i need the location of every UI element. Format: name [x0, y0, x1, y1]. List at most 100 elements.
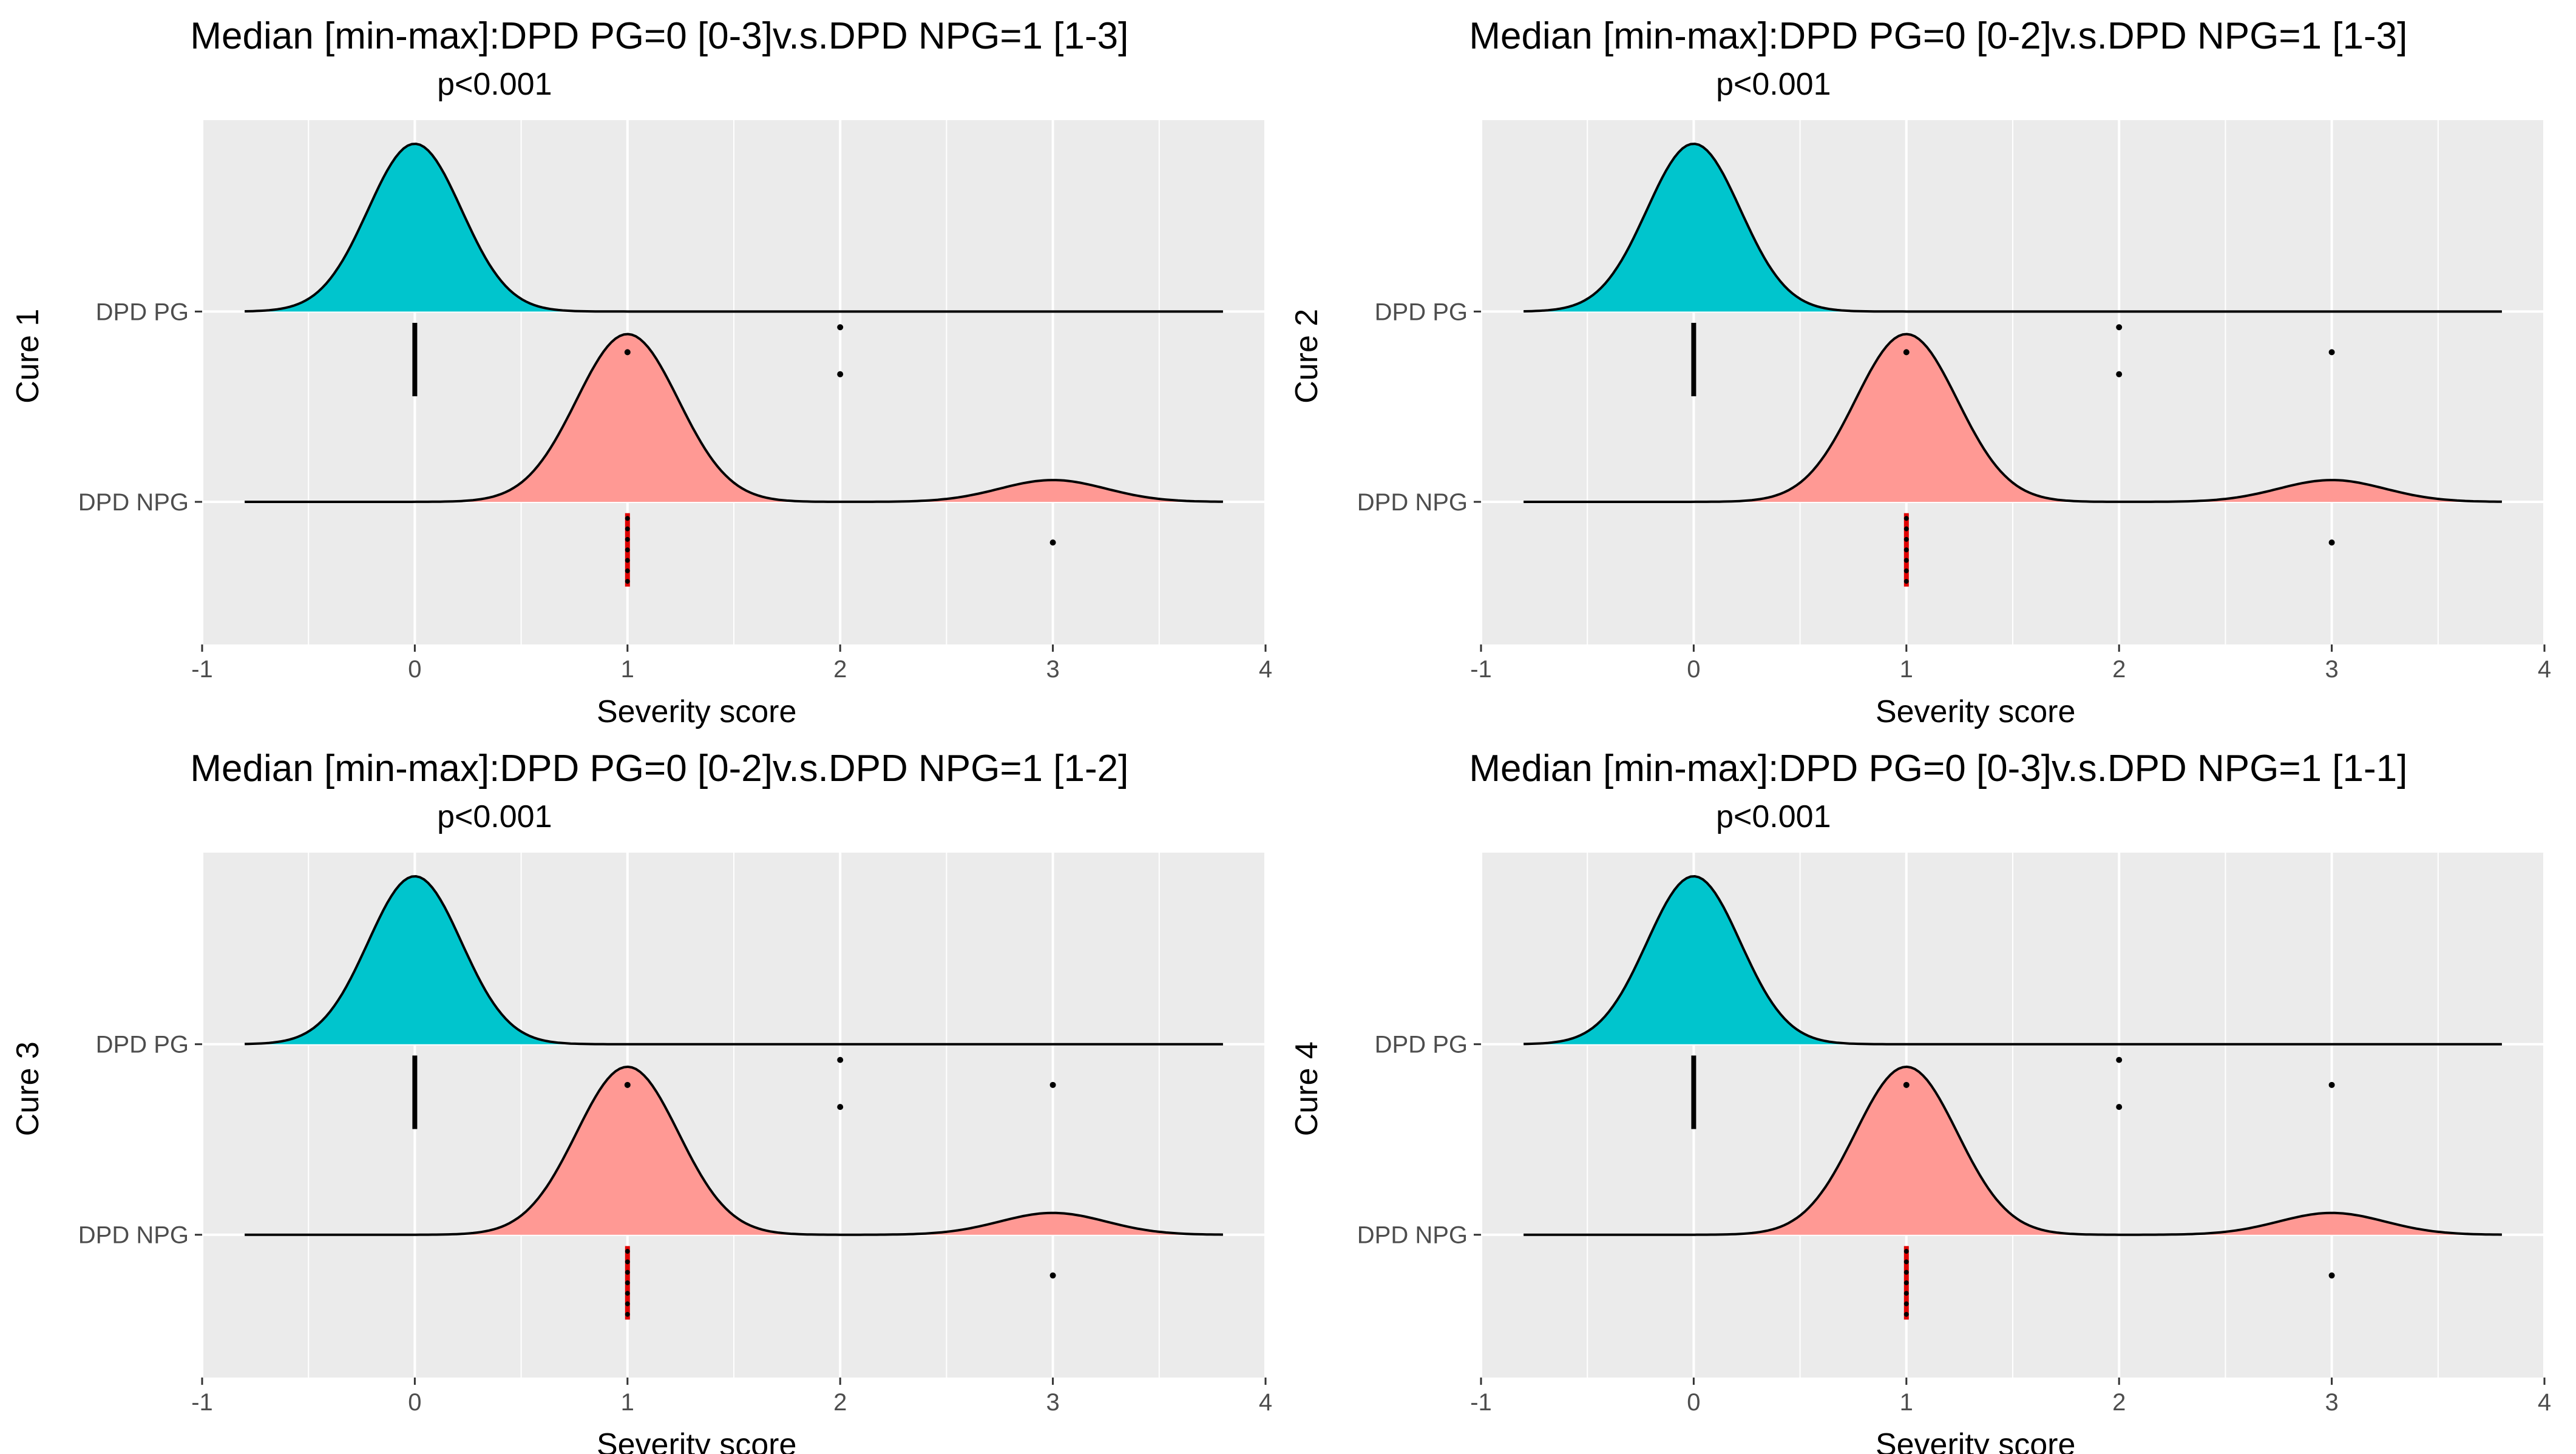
- ridge-outline-dpd-pg: [245, 142, 1223, 313]
- data-point: [1049, 539, 1056, 546]
- rug-dot: [1903, 1311, 1909, 1317]
- chart-subtitle: p<0.001: [1716, 67, 1831, 102]
- rug-dot: [1903, 516, 1909, 521]
- rug-dot: [1903, 526, 1909, 532]
- data-point: [2116, 324, 2123, 331]
- y-axis-title: Cure 1: [10, 309, 46, 404]
- chart-subtitle: p<0.001: [437, 67, 552, 102]
- y-tick-label: DPD NPG: [1357, 489, 1468, 516]
- chart-title: Median [min-max]:DPD PG=0 [0-3]v.s.DPD N…: [1469, 748, 2407, 790]
- x-tick-label: 3: [1046, 656, 1059, 683]
- rug-dot: [625, 536, 630, 542]
- rug-dot: [625, 568, 630, 573]
- rug-dot: [625, 1301, 630, 1307]
- chart-title: Median [min-max]:DPD PG=0 [0-3]v.s.DPD N…: [190, 15, 1128, 57]
- rug-dot: [1903, 1301, 1909, 1307]
- ridge-outline-dpd-pg: [1524, 874, 2502, 1046]
- y-tick-label: DPD PG: [96, 299, 189, 325]
- x-tick-label: 0: [408, 1389, 421, 1416]
- rug-dot: [625, 1259, 630, 1265]
- x-tick-label: 1: [1900, 656, 1913, 683]
- chart-subtitle: p<0.001: [437, 799, 552, 834]
- y-tick-label: DPD PG: [96, 1032, 189, 1058]
- y-tick-label: DPD NPG: [1357, 1222, 1468, 1249]
- x-tick-label: 4: [1259, 1389, 1272, 1416]
- x-tick-label: 3: [1046, 1389, 1059, 1416]
- y-tick-label: DPD PG: [1375, 299, 1468, 325]
- x-tick-label: 0: [1687, 656, 1700, 683]
- chart-panel-3: DPD PG DPD NPG -1 0 1 2 3 4 Median [min-max]:DPD…: [10, 748, 1272, 1454]
- ridge-outline-dpd-pg: [245, 874, 1223, 1046]
- rug-dot: [1903, 547, 1909, 553]
- x-tick-label: 4: [1259, 656, 1272, 683]
- chart-panel-2: DPD PG DPD NPG -1 0 1 2 3 4 Median [min-max]:DPD…: [1289, 15, 2551, 729]
- data-point: [2116, 371, 2123, 377]
- data-point: [2116, 1057, 2123, 1063]
- data-point: [1903, 1081, 1910, 1088]
- y-tick-label: DPD PG: [1375, 1032, 1468, 1058]
- y-tick-label: DPD NPG: [78, 489, 189, 516]
- y-axis-title: Cure 4: [1289, 1041, 1324, 1136]
- x-tick-label: -1: [191, 1389, 213, 1416]
- ridge-outline-dpd-pg: [1524, 142, 2502, 313]
- rug-dot: [625, 1311, 630, 1317]
- ridge-fill-dpd-pg: [1524, 144, 2502, 312]
- x-tick-label: 3: [2325, 1389, 2338, 1416]
- data-point: [837, 371, 844, 377]
- data-point: [837, 1057, 844, 1063]
- rug-dot: [625, 516, 630, 521]
- data-point: [1903, 349, 1910, 356]
- x-tick-label: -1: [1470, 1389, 1492, 1416]
- data-point: [837, 1104, 844, 1111]
- y-tick-label: DPD NPG: [78, 1222, 189, 1249]
- chart-title: Median [min-max]:DPD PG=0 [0-2]v.s.DPD N…: [190, 748, 1128, 790]
- rug-dot: [625, 558, 630, 563]
- x-tick-label: 1: [1900, 1389, 1913, 1416]
- rug-dot: [1903, 1259, 1909, 1265]
- x-tick-label: 0: [408, 656, 421, 683]
- ridge-fill-dpd-pg: [245, 876, 1223, 1044]
- rug-dot: [625, 1249, 630, 1254]
- data-point: [837, 324, 844, 331]
- data-point: [624, 349, 631, 356]
- rug-dot: [1903, 558, 1909, 563]
- rug-dot: [625, 1291, 630, 1296]
- ridge-outline-dpd-npg: [245, 333, 1223, 503]
- rug-dot: [625, 1280, 630, 1285]
- x-tick-label: 4: [2538, 1389, 2551, 1416]
- x-tick-label: 1: [621, 656, 634, 683]
- rug-dot: [1903, 1270, 1909, 1275]
- rug-dot: [1903, 578, 1909, 584]
- ridge-outline-dpd-npg: [1524, 1065, 2502, 1236]
- data-point: [2116, 1104, 2123, 1111]
- rug-dot: [625, 526, 630, 532]
- rug-dot: [625, 547, 630, 553]
- x-tick-label: 2: [2112, 1389, 2126, 1416]
- x-tick-label: 0: [1687, 1389, 1700, 1416]
- x-tick-label: -1: [191, 656, 213, 683]
- x-tick-label: -1: [1470, 656, 1492, 683]
- ridge-outline-dpd-npg: [1524, 333, 2502, 503]
- rug-dot: [1903, 568, 1909, 573]
- x-tick-label: 2: [833, 656, 847, 683]
- x-tick-label: 3: [2325, 656, 2338, 683]
- x-axis-title: Severity score: [597, 1427, 796, 1454]
- x-axis-title: Severity score: [1876, 1427, 2075, 1454]
- x-axis-title: Severity score: [1876, 694, 2075, 729]
- y-axis-title: Cure 2: [1289, 309, 1324, 404]
- rug-dot: [625, 1270, 630, 1275]
- x-tick-label: 2: [833, 1389, 847, 1416]
- data-point: [2328, 1272, 2335, 1279]
- chart-title: Median [min-max]:DPD PG=0 [0-2]v.s.DPD N…: [1469, 15, 2407, 57]
- ridge-fill-dpd-pg: [245, 144, 1223, 312]
- rug-dot: [1903, 536, 1909, 542]
- data-point: [1049, 1272, 1056, 1279]
- data-point: [2328, 539, 2335, 546]
- ridge-fill-dpd-pg: [1524, 876, 2502, 1044]
- x-tick-label: 4: [2538, 656, 2551, 683]
- data-point: [2328, 1081, 2335, 1088]
- data-point: [624, 1081, 631, 1088]
- rug-dot: [1903, 1280, 1909, 1285]
- chart-subtitle: p<0.001: [1716, 799, 1831, 834]
